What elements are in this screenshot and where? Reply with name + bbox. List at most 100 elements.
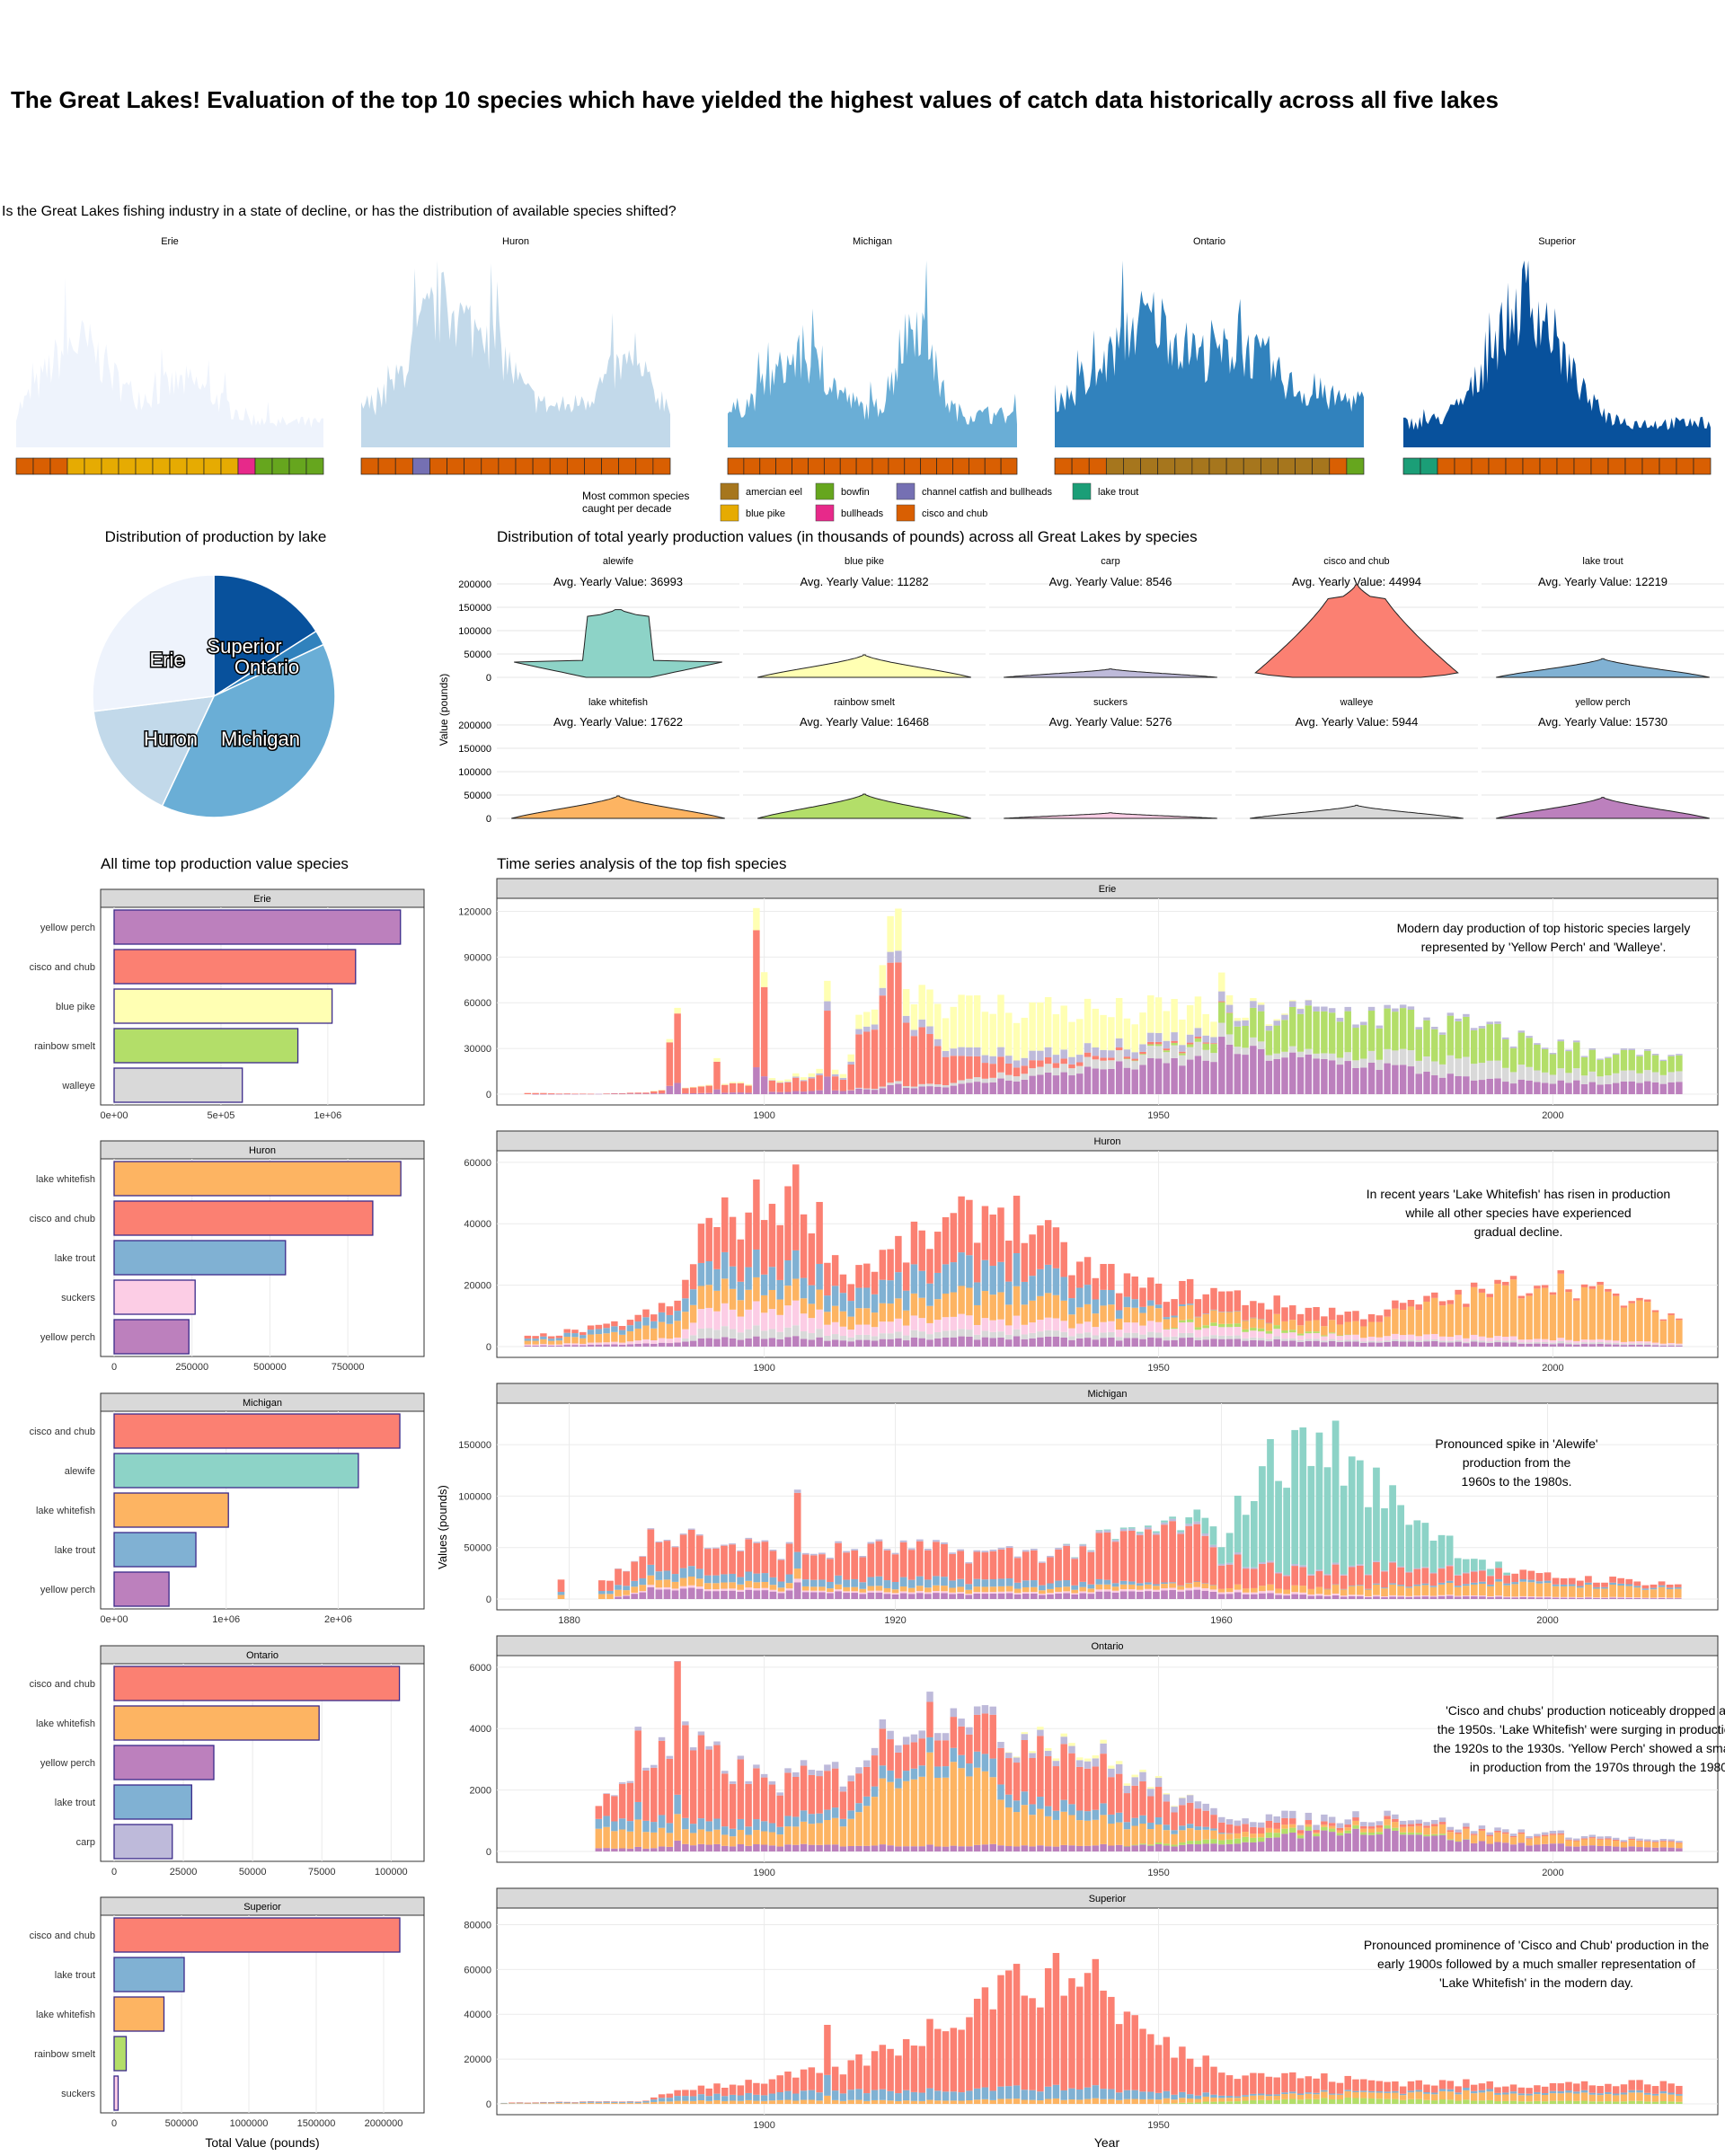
segment-lake-trout bbox=[768, 1267, 776, 1290]
segment-suckers bbox=[1557, 1338, 1564, 1342]
segment-carp bbox=[1509, 1833, 1517, 1836]
segment-yellow-perch bbox=[1179, 1065, 1186, 1094]
year-bar-1938 bbox=[1060, 1005, 1067, 1094]
segment-lake-whitefish bbox=[1438, 2090, 1446, 2100]
segment-cisco-and-chub bbox=[1502, 1281, 1509, 1286]
segment-yellow-perch bbox=[1421, 1596, 1429, 1599]
segment-yellow-perch bbox=[950, 1085, 958, 1094]
year-bar-1940 bbox=[1055, 1548, 1062, 1599]
segment-yellow-perch bbox=[981, 1082, 989, 1094]
segment-suckers bbox=[1194, 1330, 1202, 1338]
segment-yellow-perch bbox=[1305, 1054, 1313, 1094]
segment-lake-trout bbox=[871, 1294, 879, 1313]
segment-lake-trout bbox=[1084, 2087, 1092, 2099]
segment-suckers bbox=[626, 1341, 634, 1345]
segment-cisco-and-chub bbox=[1597, 2085, 1604, 2094]
segment-yellow-perch bbox=[1154, 1058, 1163, 1094]
segment-carp bbox=[1348, 1565, 1356, 1568]
segment-lake-trout bbox=[753, 1573, 761, 1583]
year-bar-2005 bbox=[1588, 1048, 1597, 1094]
segment-cisco-and-chub bbox=[1323, 1575, 1331, 1589]
segment-carp bbox=[1289, 1001, 1296, 1007]
segment-yellow-perch bbox=[895, 1846, 902, 1851]
year-bar-1980 bbox=[1392, 1008, 1399, 1094]
segment-lake-whitefish bbox=[847, 2099, 854, 2104]
year-bar-1962 bbox=[1250, 1301, 1257, 1347]
segment-lake-whitefish bbox=[1455, 1294, 1462, 1336]
segment-walleye bbox=[958, 1080, 965, 1084]
segment-suckers bbox=[1336, 1336, 1344, 1341]
segment-cisco-and-chub bbox=[1455, 2086, 1462, 2093]
segment-yellow-perch bbox=[611, 1344, 618, 1347]
segment-cisco-and-chub bbox=[761, 1542, 769, 1574]
segment-rainbow-smelt bbox=[1651, 2101, 1659, 2104]
segment-lake-whitefish bbox=[934, 1299, 942, 1321]
segment-lake-whitefish bbox=[729, 1582, 736, 1589]
segment-cisco-and-chub bbox=[697, 2085, 705, 2095]
segment-suckers bbox=[1210, 1325, 1217, 1336]
segment-yellow-perch bbox=[532, 1345, 539, 1347]
year-bar-1900 bbox=[729, 1543, 736, 1599]
segment-lake-trout bbox=[1052, 2084, 1060, 2099]
segment-yellow-perch bbox=[1084, 1845, 1092, 1851]
segment-lake-trout bbox=[1139, 2091, 1146, 2099]
segment-carp bbox=[1360, 1021, 1367, 1026]
segment-lake-whitefish bbox=[1193, 1581, 1201, 1587]
segment-yellow-perch bbox=[1068, 1075, 1075, 1094]
segment-rainbow-smelt bbox=[1415, 1029, 1422, 1061]
segment-suckers bbox=[603, 1342, 610, 1345]
violin-shape-lake-trout bbox=[1496, 658, 1710, 678]
segment-walleye bbox=[1541, 1341, 1549, 1344]
segment-walleye bbox=[855, 1087, 862, 1089]
segment-yellow-perch bbox=[1193, 1589, 1201, 1599]
segment-cisco-and-chub bbox=[863, 2065, 871, 2094]
segment-walleye bbox=[1509, 1340, 1517, 1343]
segment-rainbow-smelt bbox=[1296, 2099, 1305, 2104]
segment-walleye bbox=[776, 1331, 783, 1339]
segment-cisco-and-chub bbox=[776, 2075, 783, 2093]
segment-yellow-perch bbox=[966, 1082, 973, 1094]
segment-suckers bbox=[1651, 1342, 1659, 1345]
segment-carp bbox=[1331, 1562, 1340, 1565]
y-tick-label: 90000 bbox=[464, 952, 491, 963]
segment-lake-whitefish bbox=[753, 1277, 760, 1302]
segment-lake-whitefish bbox=[697, 1829, 705, 1844]
segment-cisco-and-chub bbox=[1352, 2079, 1359, 2091]
violin-strip-label: rainbow smelt bbox=[834, 697, 895, 708]
year-bar-1999 bbox=[1535, 1573, 1544, 1599]
year-bar-1929 bbox=[989, 1706, 996, 1851]
segment-lake-whitefish bbox=[839, 1311, 847, 1327]
year-bar-1956 bbox=[1202, 1013, 1209, 1094]
segment-lake-whitefish bbox=[1502, 1285, 1509, 1338]
segment-carp bbox=[631, 1560, 639, 1562]
segment-yellow-perch bbox=[926, 1339, 933, 1347]
segment-lake-trout bbox=[634, 1801, 641, 1820]
segment-lake-whitefish bbox=[1328, 1320, 1336, 1333]
segment-lake-trout bbox=[883, 1580, 891, 1588]
segment-lake-whitefish bbox=[824, 2095, 831, 2104]
segment-lake-whitefish bbox=[1194, 1830, 1202, 1842]
segment-lake-whitefish bbox=[785, 1583, 793, 1589]
year-bar-2012 bbox=[1644, 2084, 1651, 2104]
segment-cisco-and-chub bbox=[1429, 1573, 1438, 1586]
year-bar-1957 bbox=[1210, 1807, 1217, 1851]
segment-lake-whitefish bbox=[571, 2103, 579, 2104]
segment-yellow-perch bbox=[934, 1086, 942, 1094]
segment-lake-whitefish bbox=[1210, 1310, 1217, 1323]
segment-walleye bbox=[1659, 1074, 1668, 1084]
segment-carp bbox=[934, 1733, 942, 1741]
year-bar-2005 bbox=[1588, 1834, 1597, 1851]
segment-cisco-and-chub bbox=[674, 1661, 681, 1795]
segment-lake-whitefish bbox=[863, 1806, 871, 1846]
segment-yellow-perch bbox=[1470, 1080, 1478, 1094]
segment-cisco-and-chub bbox=[1399, 1303, 1407, 1311]
segment-carp bbox=[863, 1026, 871, 1032]
segment-cisco-and-chub bbox=[1580, 1838, 1588, 1840]
segment-lake-whitefish bbox=[555, 1340, 563, 1345]
segment-cisco-and-chub bbox=[769, 1551, 777, 1577]
bar-label-lake-whitefish: lake whitefish bbox=[36, 1719, 95, 1729]
